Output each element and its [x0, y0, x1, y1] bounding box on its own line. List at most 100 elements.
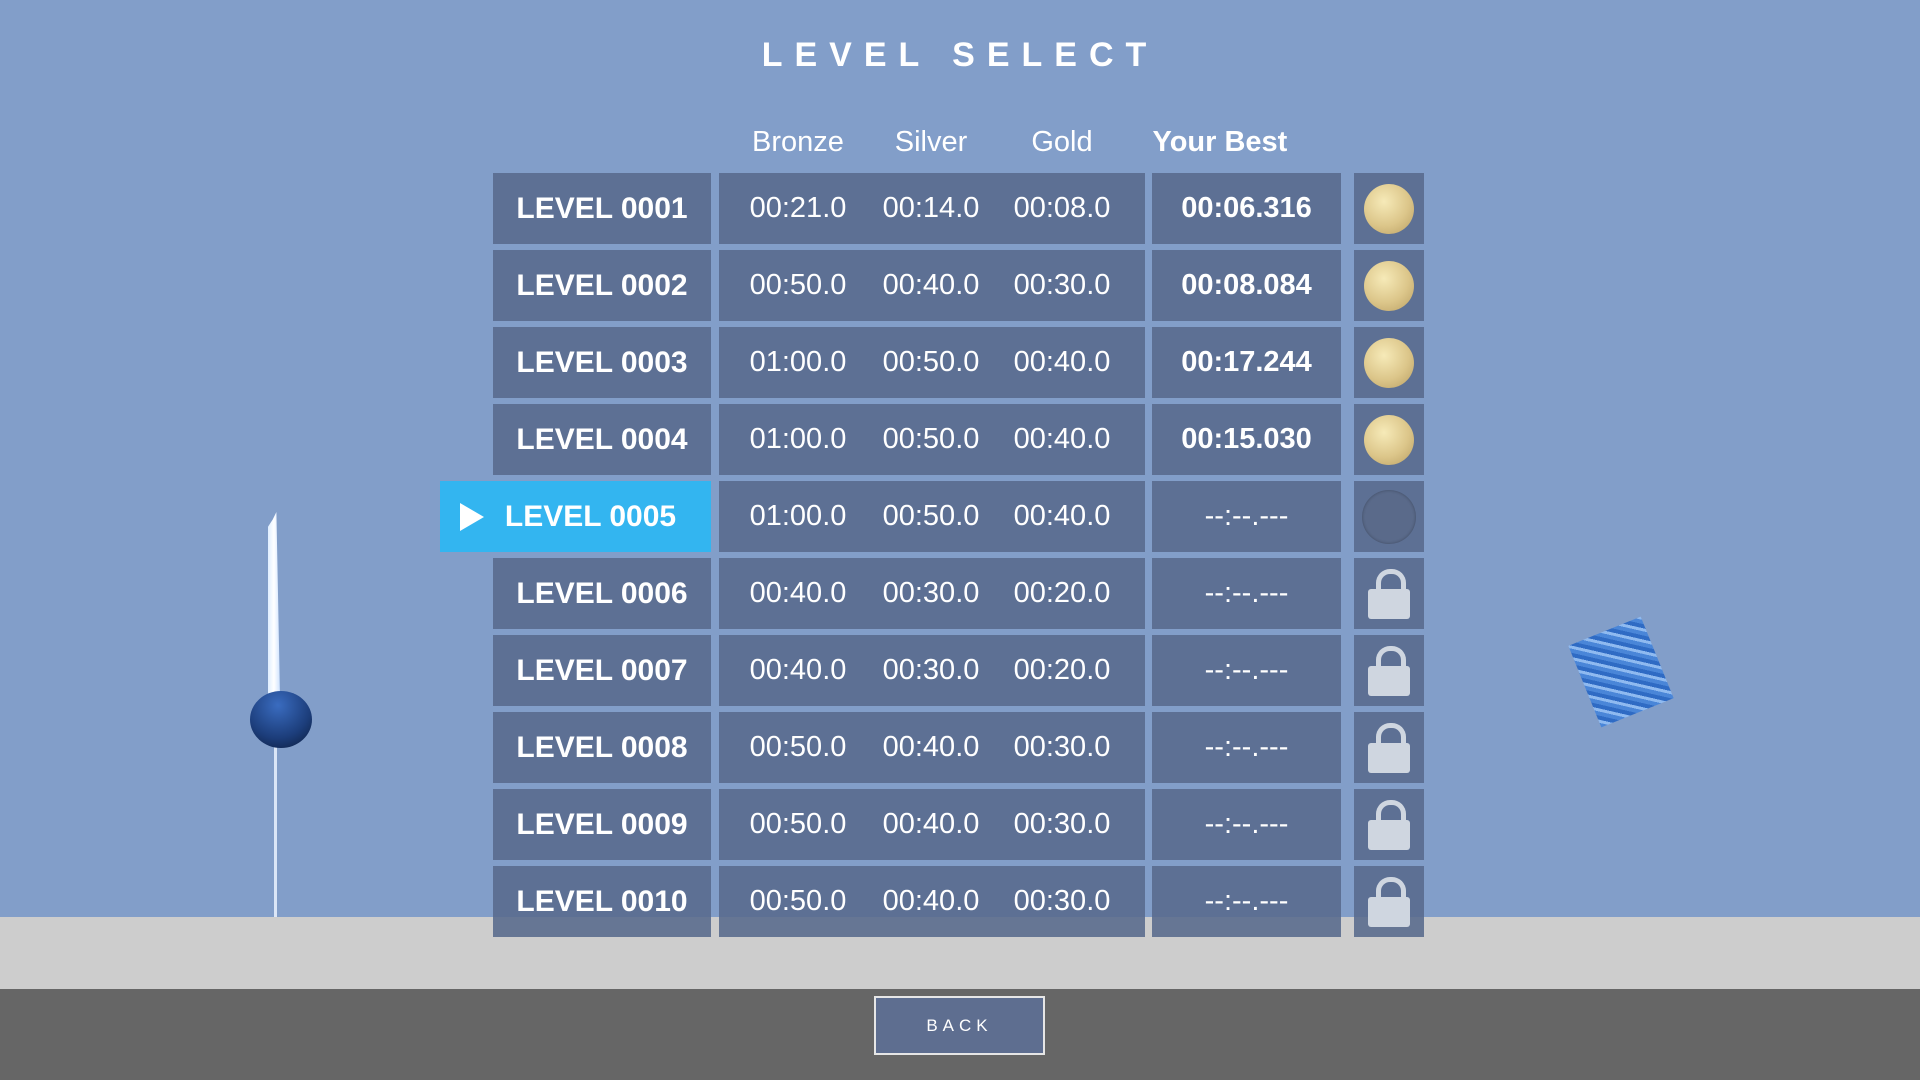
- level-row[interactable]: LEVEL 0006 00:40.0 00:30.0 00:20.0 --:--.---: [0, 558, 1920, 629]
- bronze-time: 00:21.0: [749, 192, 847, 224]
- level-button[interactable]: LEVEL 0003: [493, 327, 711, 398]
- gold-time: 00:20.0: [1013, 654, 1111, 686]
- best-time: 00:06.316: [1152, 173, 1341, 244]
- best-time: --:--.---: [1152, 866, 1341, 937]
- level-name: LEVEL 0003: [516, 345, 688, 379]
- status-cell: [1354, 789, 1424, 860]
- level-name: LEVEL 0005: [504, 499, 677, 533]
- target-times: 00:50.0 00:40.0 00:30.0: [719, 712, 1145, 783]
- level-button[interactable]: LEVEL 0010: [493, 866, 711, 937]
- level-name: LEVEL 0001: [516, 191, 688, 225]
- gold-time: 00:40.0: [1013, 346, 1111, 378]
- header-bronze: Bronze: [752, 126, 844, 158]
- silver-time: 00:40.0: [882, 885, 980, 917]
- header-your-best: Your Best: [1152, 126, 1288, 158]
- bronze-time: 00:50.0: [749, 885, 847, 917]
- level-name: LEVEL 0006: [516, 576, 688, 610]
- lock-icon: [1368, 876, 1410, 927]
- level-row[interactable]: LEVEL 0009 00:50.0 00:40.0 00:30.0 --:--.---: [0, 789, 1920, 860]
- bronze-time: 01:00.0: [749, 500, 847, 532]
- level-button[interactable]: LEVEL 0004: [493, 404, 711, 475]
- level-row[interactable]: LEVEL 0002 00:50.0 00:40.0 00:30.0 00:08.084: [0, 250, 1920, 321]
- level-button[interactable]: LEVEL 0001: [493, 173, 711, 244]
- level-row[interactable]: LEVEL 0005 01:00.0 00:50.0 00:40.0 --:--.---: [0, 481, 1920, 552]
- target-times: 00:50.0 00:40.0 00:30.0: [719, 866, 1145, 937]
- best-time: --:--.---: [1152, 558, 1341, 629]
- status-cell: [1354, 327, 1424, 398]
- status-cell: [1354, 558, 1424, 629]
- status-cell: [1354, 481, 1424, 552]
- level-row[interactable]: LEVEL 0010 00:50.0 00:40.0 00:30.0 --:--.---: [0, 866, 1920, 937]
- empty-medal-slot-icon: [1362, 489, 1416, 544]
- gold-time: 00:40.0: [1013, 500, 1111, 532]
- target-times: 00:50.0 00:40.0 00:30.0: [719, 250, 1145, 321]
- bronze-time: 01:00.0: [749, 423, 847, 455]
- gold-time: 00:30.0: [1013, 808, 1111, 840]
- bronze-time: 00:50.0: [749, 731, 847, 763]
- gold-medal-icon: [1364, 414, 1414, 465]
- gold-medal-icon: [1364, 337, 1414, 388]
- level-button-selected[interactable]: LEVEL 0005: [440, 481, 711, 552]
- crystal-pole: [268, 512, 280, 697]
- best-time: --:--.---: [1152, 789, 1341, 860]
- silver-time: 00:50.0: [882, 423, 980, 455]
- gold-time: 00:30.0: [1013, 885, 1111, 917]
- target-times: 01:00.0 00:50.0 00:40.0: [719, 327, 1145, 398]
- best-time: 00:08.084: [1152, 250, 1341, 321]
- bronze-time: 00:50.0: [749, 269, 847, 301]
- level-button[interactable]: LEVEL 0002: [493, 250, 711, 321]
- header-gold: Gold: [1031, 126, 1093, 158]
- level-row[interactable]: LEVEL 0007 00:40.0 00:30.0 00:20.0 --:--.---: [0, 635, 1920, 706]
- level-button[interactable]: LEVEL 0008: [493, 712, 711, 783]
- silver-time: 00:40.0: [882, 269, 980, 301]
- gold-time: 00:08.0: [1013, 192, 1111, 224]
- best-time: 00:15.030: [1152, 404, 1341, 475]
- bronze-time: 00:40.0: [749, 654, 847, 686]
- status-cell: [1354, 250, 1424, 321]
- silver-time: 00:30.0: [882, 577, 980, 609]
- best-time: --:--.---: [1152, 481, 1341, 552]
- level-name: LEVEL 0009: [516, 807, 688, 841]
- gold-medal-icon: [1364, 183, 1414, 234]
- target-times: 01:00.0 00:50.0 00:40.0: [719, 404, 1145, 475]
- bronze-time: 00:50.0: [749, 808, 847, 840]
- level-row[interactable]: LEVEL 0003 01:00.0 00:50.0 00:40.0 00:17.244: [0, 327, 1920, 398]
- level-button[interactable]: LEVEL 0007: [493, 635, 711, 706]
- pole-string: [274, 745, 277, 940]
- silver-time: 00:30.0: [882, 654, 980, 686]
- best-time: --:--.---: [1152, 635, 1341, 706]
- lock-icon: [1368, 722, 1410, 773]
- page-title: LEVEL SELECT: [761, 36, 1159, 74]
- status-cell: [1354, 173, 1424, 244]
- lock-icon: [1368, 568, 1410, 619]
- silver-time: 00:50.0: [882, 346, 980, 378]
- status-cell: [1354, 866, 1424, 937]
- back-button[interactable]: BACK: [874, 996, 1045, 1055]
- level-name: LEVEL 0002: [516, 268, 688, 302]
- level-row[interactable]: LEVEL 0001 00:21.0 00:14.0 00:08.0 00:06.316: [0, 173, 1920, 244]
- play-icon: [460, 503, 484, 531]
- header-silver: Silver: [894, 126, 968, 158]
- blue-sphere: [250, 691, 312, 748]
- level-row[interactable]: LEVEL 0004 01:00.0 00:50.0 00:40.0 00:15.030: [0, 404, 1920, 475]
- silver-time: 00:50.0: [882, 500, 980, 532]
- best-time: 00:17.244: [1152, 327, 1341, 398]
- gold-time: 00:40.0: [1013, 423, 1111, 455]
- silver-time: 00:40.0: [882, 808, 980, 840]
- level-button[interactable]: LEVEL 0006: [493, 558, 711, 629]
- level-name: LEVEL 0008: [516, 730, 688, 764]
- target-times: 00:40.0 00:30.0 00:20.0: [719, 635, 1145, 706]
- status-cell: [1354, 712, 1424, 783]
- target-times: 00:50.0 00:40.0 00:30.0: [719, 789, 1145, 860]
- gold-time: 00:20.0: [1013, 577, 1111, 609]
- level-button[interactable]: LEVEL 0009: [493, 789, 711, 860]
- level-row[interactable]: LEVEL 0008 00:50.0 00:40.0 00:30.0 --:--.---: [0, 712, 1920, 783]
- gold-time: 00:30.0: [1013, 731, 1111, 763]
- gold-time: 00:30.0: [1013, 269, 1111, 301]
- best-time: --:--.---: [1152, 712, 1341, 783]
- target-times: 00:40.0 00:30.0 00:20.0: [719, 558, 1145, 629]
- bronze-time: 01:00.0: [749, 346, 847, 378]
- target-times: 01:00.0 00:50.0 00:40.0: [719, 481, 1145, 552]
- target-times: 00:21.0 00:14.0 00:08.0: [719, 173, 1145, 244]
- silver-time: 00:40.0: [882, 731, 980, 763]
